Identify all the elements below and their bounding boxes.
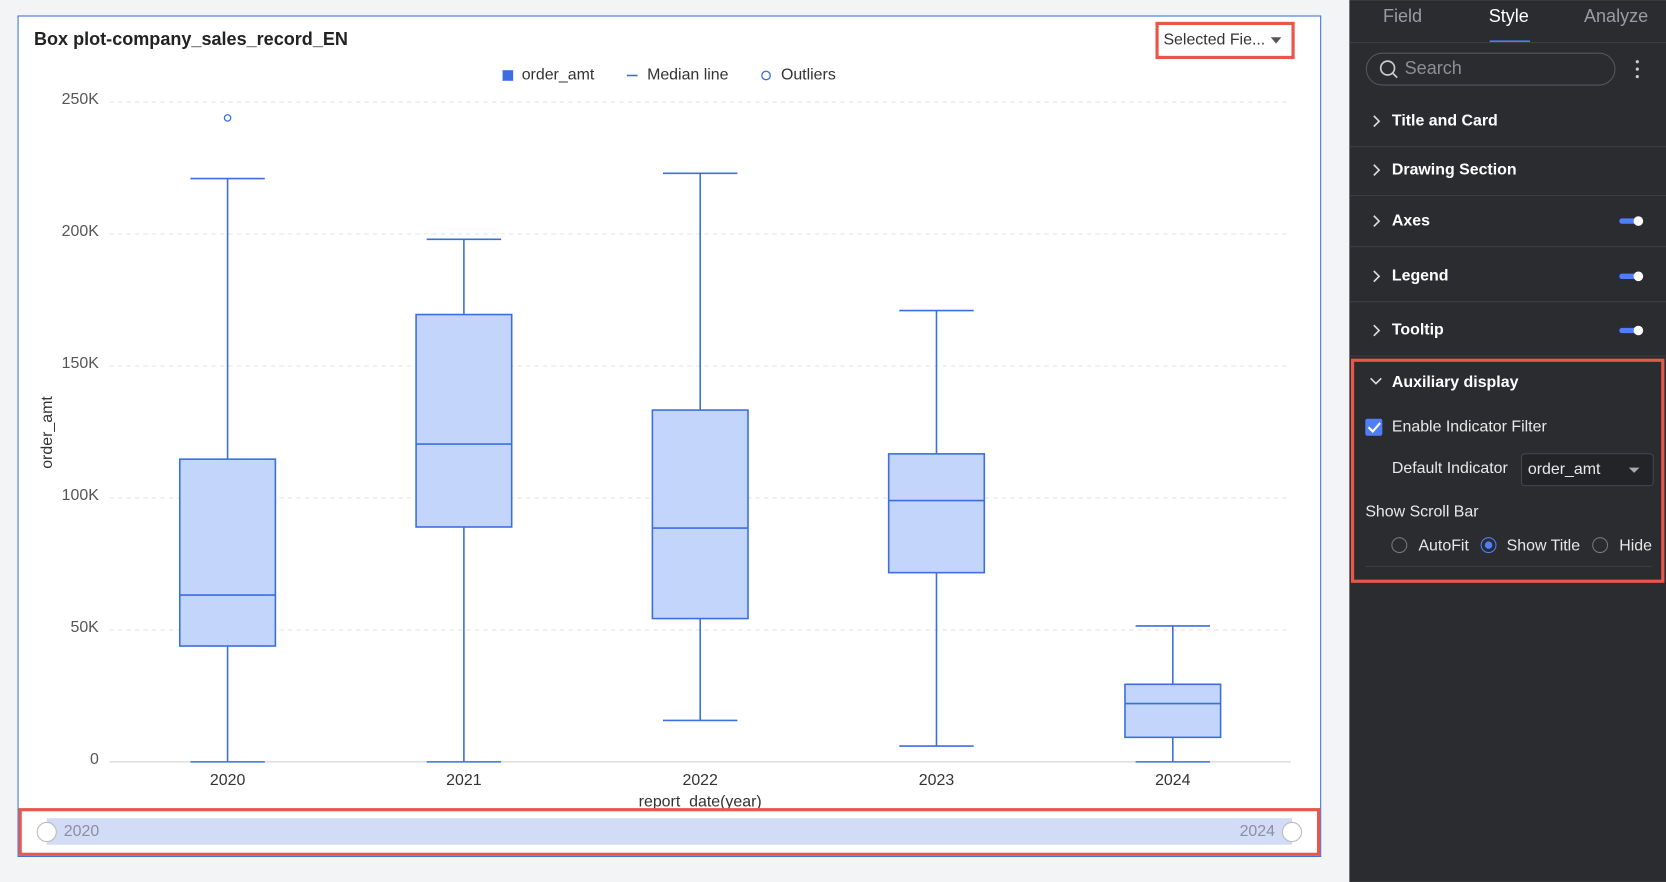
more-icon[interactable] — [1635, 60, 1639, 79]
radio[interactable] — [1480, 537, 1497, 554]
box — [178, 458, 277, 647]
x-tick-label: 2020 — [210, 772, 246, 789]
scroll-start: 2020 — [64, 823, 100, 840]
settings-panel: Field Style Analyze Search Title and Car… — [1349, 0, 1666, 882]
checkbox-label: Enable Indicator Filter — [1392, 418, 1548, 435]
legend-label: order_amt — [522, 67, 595, 84]
checkbox[interactable] — [1365, 418, 1383, 436]
section-title[interactable]: Title and Card — [1392, 112, 1498, 129]
outlier — [223, 114, 232, 122]
chevron — [1373, 215, 1381, 227]
y-axis-label: order_amt — [39, 396, 56, 469]
field-select-text[interactable]: Selected Fie... — [1163, 32, 1265, 49]
box — [887, 453, 986, 574]
chevron — [1373, 324, 1381, 337]
toggle-knob — [1633, 325, 1644, 336]
x-tick-label: 2022 — [682, 772, 718, 789]
tab[interactable]: Style — [1489, 6, 1529, 26]
section-title[interactable]: Drawing Section — [1392, 161, 1517, 178]
toggle-knob — [1633, 216, 1644, 226]
panel-bg — [1349, 0, 1666, 882]
radio[interactable] — [1592, 537, 1609, 554]
chevron — [1373, 270, 1381, 283]
legend-label: Outliers — [781, 67, 836, 84]
toggle-knob — [1633, 271, 1644, 282]
search-box[interactable] — [1365, 52, 1616, 86]
dropdown-arrow — [1628, 467, 1640, 473]
search-icon — [1392, 72, 1398, 79]
search-icon — [1379, 60, 1396, 76]
y-tick-label: 150K — [62, 355, 100, 372]
y-tick-label: 0 — [90, 751, 99, 768]
indicator-select[interactable] — [1520, 453, 1654, 487]
radio-label: Hide — [1619, 537, 1652, 554]
legend-label: Median line — [647, 67, 729, 84]
tab[interactable]: Analyze — [1584, 6, 1648, 26]
radio-dot — [1484, 541, 1493, 549]
check-mark — [1367, 422, 1381, 433]
aux-highlight — [1350, 358, 1665, 583]
x-tick-label: 2024 — [1155, 772, 1191, 789]
legend-swatch — [761, 70, 771, 81]
scroll-end: 2024 — [1240, 823, 1276, 840]
section-title[interactable]: Legend — [1392, 268, 1449, 285]
chevron — [1373, 164, 1381, 176]
chevron — [1373, 115, 1381, 128]
chevron — [1370, 377, 1382, 385]
indicator-value: order_amt — [1528, 461, 1601, 478]
field-label: Show Scroll Bar — [1365, 503, 1479, 520]
legend-swatch — [502, 70, 514, 81]
field-select[interactable] — [1155, 21, 1295, 60]
scroll-handle[interactable] — [36, 821, 57, 843]
section-title[interactable]: Axes — [1392, 212, 1430, 229]
x-tick-label: 2021 — [446, 772, 482, 789]
scroll-bar[interactable] — [46, 818, 1292, 845]
chart-title: Box plot-company_sales_record_EN — [34, 29, 348, 49]
tab-underline — [1489, 40, 1530, 43]
scroll-highlight — [18, 808, 1321, 856]
dropdown-arrow — [1270, 37, 1282, 44]
box — [415, 313, 513, 528]
y-tick-label: 200K — [62, 223, 100, 240]
y-tick-label: 50K — [70, 619, 99, 636]
y-tick-label: 100K — [62, 487, 100, 504]
scroll-handle[interactable] — [1281, 821, 1303, 843]
x-axis-label: report_date(year) — [639, 793, 762, 810]
box — [651, 409, 749, 620]
search-placeholder: Search — [1405, 58, 1462, 78]
box — [1124, 683, 1222, 739]
radio-label: Show Title — [1507, 537, 1581, 554]
field-label: Default Indicator — [1392, 460, 1509, 477]
y-tick-label: 250K — [62, 91, 100, 108]
radio[interactable] — [1391, 537, 1408, 554]
section-title[interactable]: Auxiliary display — [1392, 374, 1519, 391]
radio-label: AutoFit — [1418, 537, 1469, 554]
x-tick-label: 2023 — [919, 772, 955, 789]
tab[interactable]: Field — [1383, 6, 1422, 26]
section-title[interactable]: Tooltip — [1392, 322, 1444, 339]
